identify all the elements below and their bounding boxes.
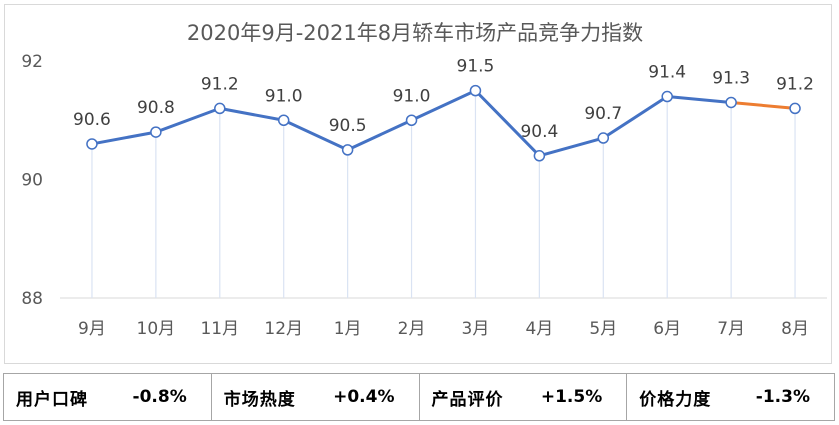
data-label: 91.2 xyxy=(201,74,239,94)
data-point xyxy=(469,84,482,97)
data-label: 91.0 xyxy=(393,86,431,106)
metrics-bar: 用户口碑 -0.8% 市场热度 +0.4% 产品评价 +1.5% 价格力度 -1… xyxy=(3,373,835,421)
y-tick-label: 88 xyxy=(21,289,43,309)
data-point xyxy=(597,132,610,144)
x-tick-label: 4月 xyxy=(525,319,553,339)
data-label: 91.4 xyxy=(648,63,686,83)
metric-value: -1.3% xyxy=(755,387,810,407)
series-line-segment xyxy=(601,95,669,140)
y-tick-label: 92 xyxy=(21,52,43,72)
metric-price-strength: 价格力度 -1.3% xyxy=(627,374,834,420)
series-line-segment xyxy=(154,106,222,134)
metric-market-heat: 市场热度 +0.4% xyxy=(212,374,420,420)
x-tick-label: 8月 xyxy=(781,319,809,339)
x-tick-label: 9月 xyxy=(78,319,106,339)
series-line-segment xyxy=(537,136,605,158)
x-tick-label: 10月 xyxy=(137,319,176,339)
metric-label: 市场热度 xyxy=(223,389,296,410)
metric-value: -0.8% xyxy=(132,387,187,407)
data-label: 90.7 xyxy=(584,104,622,124)
series-line-segment xyxy=(282,118,350,152)
x-tick-label: 7月 xyxy=(717,319,745,339)
data-label: 91.0 xyxy=(265,86,303,106)
metric-product-review: 产品评价 +1.5% xyxy=(420,374,628,420)
series-line-segment xyxy=(218,106,286,122)
data-point xyxy=(533,150,546,162)
data-point xyxy=(725,96,737,109)
data-label: 90.5 xyxy=(329,116,367,136)
chart-area: 2020年9月-2021年8月轿车市场产品竞争力指数 92 90 88 90.6 90.… xyxy=(4,4,832,364)
data-point xyxy=(150,126,162,138)
data-label: 91.3 xyxy=(712,68,750,88)
x-tick-label: 2月 xyxy=(398,319,426,339)
series-line-segment xyxy=(410,89,477,122)
series-line-segment xyxy=(473,89,541,158)
data-point xyxy=(661,90,673,103)
data-point xyxy=(405,114,418,126)
data-label: 90.6 xyxy=(73,110,111,130)
data-point xyxy=(789,102,801,115)
metric-value: +0.4% xyxy=(333,387,395,407)
x-tick-label: 6月 xyxy=(653,319,681,339)
metric-value: +1.5% xyxy=(540,387,603,407)
metric-label: 价格力度 xyxy=(639,389,712,410)
x-tick-label: 11月 xyxy=(200,319,239,339)
metric-user-reputation: 用户口碑 -0.8% xyxy=(4,374,212,420)
data-point xyxy=(277,114,290,126)
data-label: 91.2 xyxy=(776,74,814,94)
series-line-segment xyxy=(729,100,797,110)
data-point xyxy=(86,138,98,150)
series-line-segment xyxy=(90,130,158,146)
data-point xyxy=(341,144,354,156)
metric-label: 产品评价 xyxy=(431,389,504,410)
metric-label: 用户口碑 xyxy=(16,389,88,410)
data-label: 90.4 xyxy=(520,122,558,142)
x-tick-label: 12月 xyxy=(264,319,303,339)
y-tick-label: 90 xyxy=(21,171,43,191)
x-tick-label: 1月 xyxy=(334,319,362,339)
data-point xyxy=(214,102,226,115)
series-line-segment xyxy=(346,118,414,152)
data-label: 90.8 xyxy=(137,98,175,118)
series-line-segment xyxy=(665,95,733,104)
line-chart: 2020年9月-2021年8月轿车市场产品竞争力指数 92 90 88 90.6 90.… xyxy=(21,21,827,339)
x-tick-label: 3月 xyxy=(462,319,490,339)
chart-title: 2020年9月-2021年8月轿车市场产品竞争力指数 xyxy=(187,21,643,45)
x-tick-label: 5月 xyxy=(589,319,617,339)
data-label: 91.5 xyxy=(457,57,495,77)
